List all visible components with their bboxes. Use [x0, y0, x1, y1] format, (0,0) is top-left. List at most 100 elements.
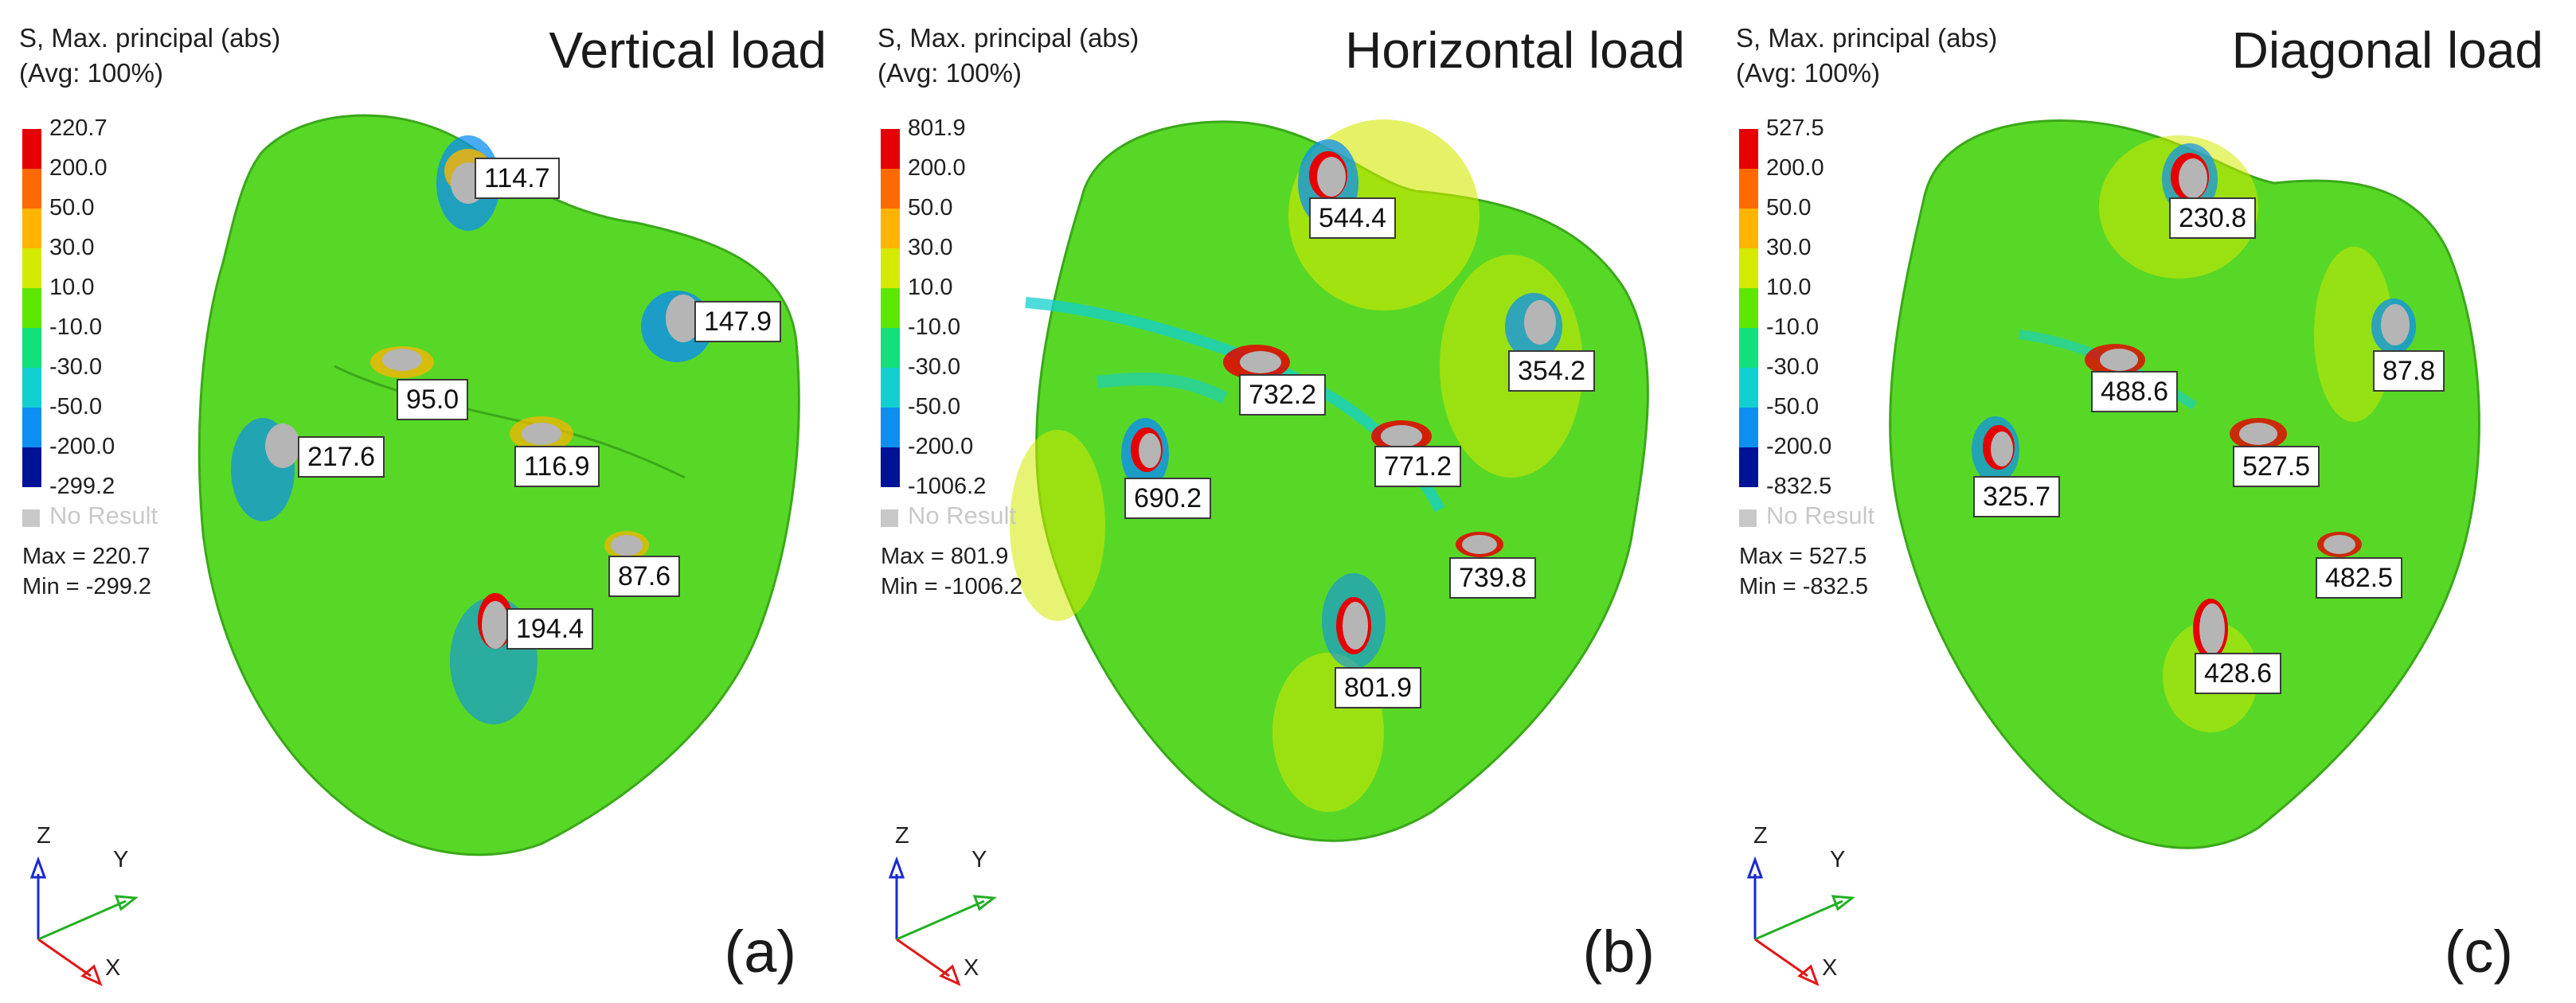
- stress-value-label: 194.4: [506, 608, 594, 650]
- stress-value-label: 488.6: [2091, 371, 2179, 412]
- tooth-model-diagonal: [1889, 119, 2480, 849]
- legend-level: 30.0: [908, 235, 953, 260]
- stress-value-label: 482.5: [2316, 557, 2403, 599]
- max-value: Max = 220.7: [22, 544, 150, 569]
- axis-label-y: Y: [1830, 847, 1846, 872]
- panel-vertical-load: S, Max. principal (abs) (Avg: 100%) Vert…: [0, 0, 858, 1003]
- legend-swatch: [22, 408, 41, 447]
- stress-value-label: 95.0: [397, 379, 469, 420]
- legend-swatch: [1739, 169, 1758, 209]
- legend-level: -30.0: [49, 354, 103, 380]
- min-value: Min = -1006.2: [881, 574, 1023, 599]
- legend-title: S, Max. principal (abs) (Avg: 100%): [19, 23, 281, 88]
- stress-value-label: 114.7: [475, 158, 560, 199]
- legend-level: 50.0: [49, 195, 95, 221]
- legend-level: -1006.2: [908, 474, 987, 499]
- subfigure-label: (c): [2444, 919, 2513, 985]
- legend-swatch: [22, 209, 41, 248]
- stress-value-label: 801.9: [1335, 667, 1422, 708]
- stress-value-label: 87.6: [608, 556, 681, 597]
- legend-level: 801.9: [908, 115, 966, 141]
- legend-level: 200.0: [49, 155, 107, 181]
- stress-value-label: 116.9: [514, 446, 600, 487]
- legend-swatch: [1739, 328, 1758, 368]
- no-result-label: No Result: [908, 501, 1017, 529]
- legend-swatch: [22, 248, 41, 288]
- legend-level: 30.0: [49, 235, 95, 260]
- axis-triad: [1746, 856, 1855, 986]
- legend-swatch: [1739, 288, 1758, 328]
- legend-level: 10.0: [1766, 275, 1812, 300]
- legend-level: 30.0: [1766, 235, 1812, 260]
- legend-swatch: [1739, 368, 1758, 408]
- legend-swatch: [1739, 209, 1758, 248]
- legend-swatch: [881, 408, 900, 447]
- legend-swatch: [881, 368, 900, 408]
- legend-level: 200.0: [1766, 155, 1824, 181]
- legend-swatch: [22, 368, 41, 408]
- load-title: Horizontal load: [1345, 21, 1685, 79]
- legend-level: 50.0: [908, 195, 953, 221]
- legend-level: 50.0: [1766, 195, 1812, 221]
- legend-swatch: [881, 209, 900, 248]
- legend-swatch: [881, 129, 900, 169]
- axis-triad: [29, 856, 139, 986]
- legend-swatch: [1739, 408, 1758, 447]
- legend-swatch: [881, 447, 900, 487]
- legend-level: 10.0: [908, 275, 953, 300]
- legend-level: -10.0: [908, 314, 961, 340]
- stress-value-label: 325.7: [1973, 476, 2061, 517]
- axis-label-z: Z: [37, 823, 51, 849]
- legend-swatch: [881, 288, 900, 328]
- stress-value-label: 217.6: [298, 436, 385, 478]
- axis-label-x: X: [105, 955, 121, 981]
- legend-swatch: [22, 129, 41, 169]
- legend-swatch: [22, 447, 41, 487]
- no-result-swatch: [22, 509, 40, 527]
- max-value: Max = 801.9: [881, 544, 1009, 569]
- legend-level: -832.5: [1766, 474, 1832, 499]
- stress-value-label: 147.9: [694, 301, 782, 342]
- legend-level: -200.0: [49, 434, 115, 459]
- stress-value-label: 527.5: [2233, 446, 2320, 487]
- load-title: Vertical load: [549, 21, 827, 79]
- legend-swatch: [881, 328, 900, 368]
- stress-value-label: 544.4: [1309, 197, 1397, 239]
- legend-swatch: [1739, 129, 1758, 169]
- axis-label-z: Z: [895, 823, 909, 849]
- legend-swatch: [22, 328, 41, 368]
- legend-swatch: [1739, 248, 1758, 288]
- legend-swatch: [881, 248, 900, 288]
- legend-level: -200.0: [1766, 434, 1832, 459]
- stress-value-label: 354.2: [1508, 350, 1596, 392]
- min-value: Min = -832.5: [1739, 574, 1869, 599]
- subfigure-label: (b): [1582, 919, 1655, 985]
- legend-level: -30.0: [908, 354, 961, 380]
- axis-label-x: X: [1822, 955, 1838, 981]
- legend-level: -10.0: [1766, 314, 1820, 340]
- legend-level: -299.2: [49, 474, 115, 499]
- stress-value-label: 690.2: [1124, 478, 1212, 519]
- no-result-swatch: [881, 509, 898, 527]
- stress-value-label: 87.8: [2373, 350, 2445, 392]
- legend-swatch: [22, 169, 41, 209]
- legend-level: -30.0: [1766, 354, 1820, 380]
- panel-horizontal-load: S, Max. principal (abs) (Avg: 100%) Hori…: [858, 0, 1717, 1003]
- min-value: Min = -299.2: [22, 574, 152, 599]
- legend-level: -50.0: [908, 394, 961, 420]
- legend-title: S, Max. principal (abs) (Avg: 100%): [878, 23, 1139, 88]
- max-value: Max = 527.5: [1739, 544, 1867, 569]
- no-result-label: No Result: [49, 501, 158, 529]
- stress-value-label: 732.2: [1239, 374, 1327, 416]
- legend-level: 527.5: [1766, 115, 1824, 141]
- legend-level: -200.0: [908, 434, 974, 459]
- legend-swatch: [22, 288, 41, 328]
- tooth-surface: [197, 114, 800, 857]
- legend-level: -50.0: [1766, 394, 1820, 420]
- axis-label-z: Z: [1753, 823, 1768, 849]
- stress-value-label: 739.8: [1449, 557, 1537, 599]
- legend-level: -50.0: [49, 394, 103, 420]
- stress-value-label: 428.6: [2195, 653, 2282, 694]
- stress-value-label: 230.8: [2169, 197, 2257, 239]
- axis-label-y: Y: [971, 847, 987, 872]
